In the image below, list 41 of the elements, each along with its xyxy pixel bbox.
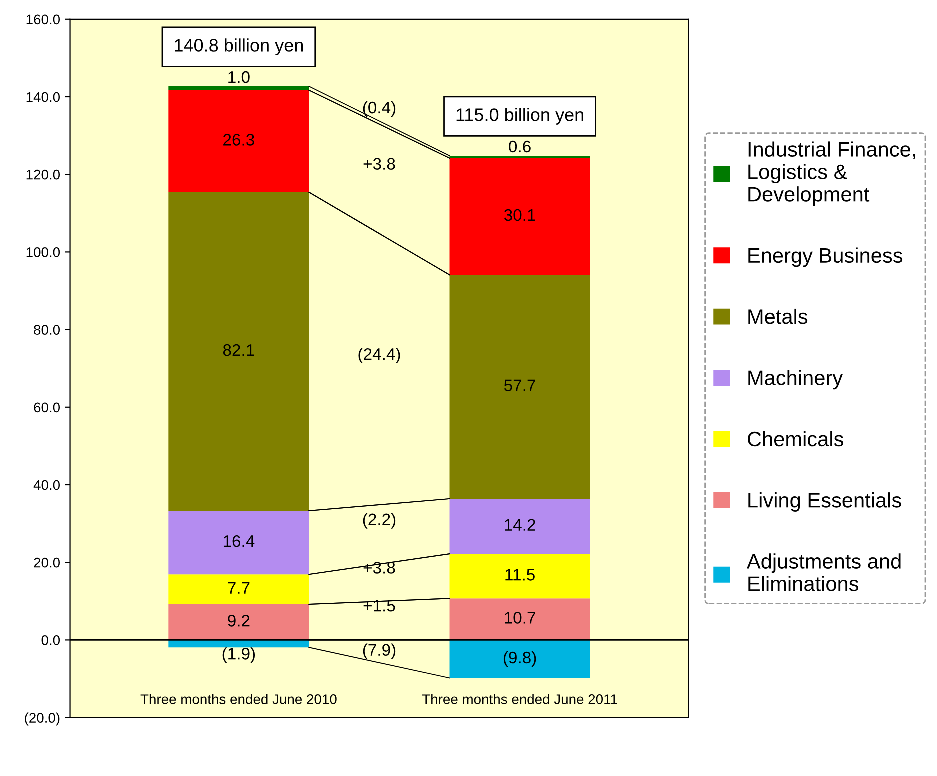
legend-label: Industrial Finance, Logistics & Development [748, 142, 916, 206]
y-tick-label: 140.0 [26, 92, 60, 102]
total-label: 115.0 billion yen [456, 108, 584, 125]
x-tick-label: Three months ended June 2011 [422, 694, 618, 704]
annotation: (2.2) [363, 513, 396, 529]
y-tick-label: 60.0 [34, 402, 60, 413]
y-tick-label: 0.0 [42, 636, 60, 646]
legend-label: Chemicals [748, 431, 844, 447]
legend-label: Machinery [748, 370, 844, 390]
y-tick-label: 120.0 [26, 170, 60, 180]
data-label: 14.2 [505, 519, 536, 531]
data-label: (9.8) [504, 651, 536, 667]
data-label: 26.3 [224, 134, 254, 146]
legend-label: Energy Business [748, 248, 903, 268]
data-label: 1.0 [228, 71, 250, 84]
data-label: 11.5 [506, 569, 535, 581]
y-tick-label: 40.0 [34, 480, 60, 490]
y-tick-label: 160.0 [26, 14, 60, 25]
annotation: (24.4) [358, 348, 400, 364]
data-label: 10.7 [505, 612, 536, 624]
data-label: 57.7 [504, 380, 536, 392]
y-tick-label: 100.0 [26, 248, 60, 258]
data-label: 30.1 [504, 209, 536, 222]
annotation: +3.8 [364, 158, 396, 170]
data-label: 16.4 [224, 535, 255, 548]
legend-label: Metals [748, 308, 808, 324]
data-label: (1.9) [222, 648, 256, 664]
data-label: 7.7 [228, 582, 250, 594]
x-tick-label: Three months ended June 2010 [140, 694, 337, 704]
annotation: +3.8 [364, 562, 396, 574]
data-label: 9.2 [228, 615, 250, 627]
legend-label: Adjustments and Eliminations [747, 554, 901, 592]
y-tick-label: (20.0) [25, 712, 60, 726]
y-tick-label: 20.0 [34, 558, 60, 568]
annotation: (7.9) [363, 644, 396, 660]
data-label: 82.1 [223, 344, 254, 356]
total-label: 140.8 billion yen [175, 38, 304, 56]
data-label: 0.6 [509, 140, 531, 153]
annotation: (0.4) [363, 101, 396, 117]
y-tick-label: 80.0 [34, 325, 60, 335]
legend-label: Living Essentials [748, 492, 902, 512]
